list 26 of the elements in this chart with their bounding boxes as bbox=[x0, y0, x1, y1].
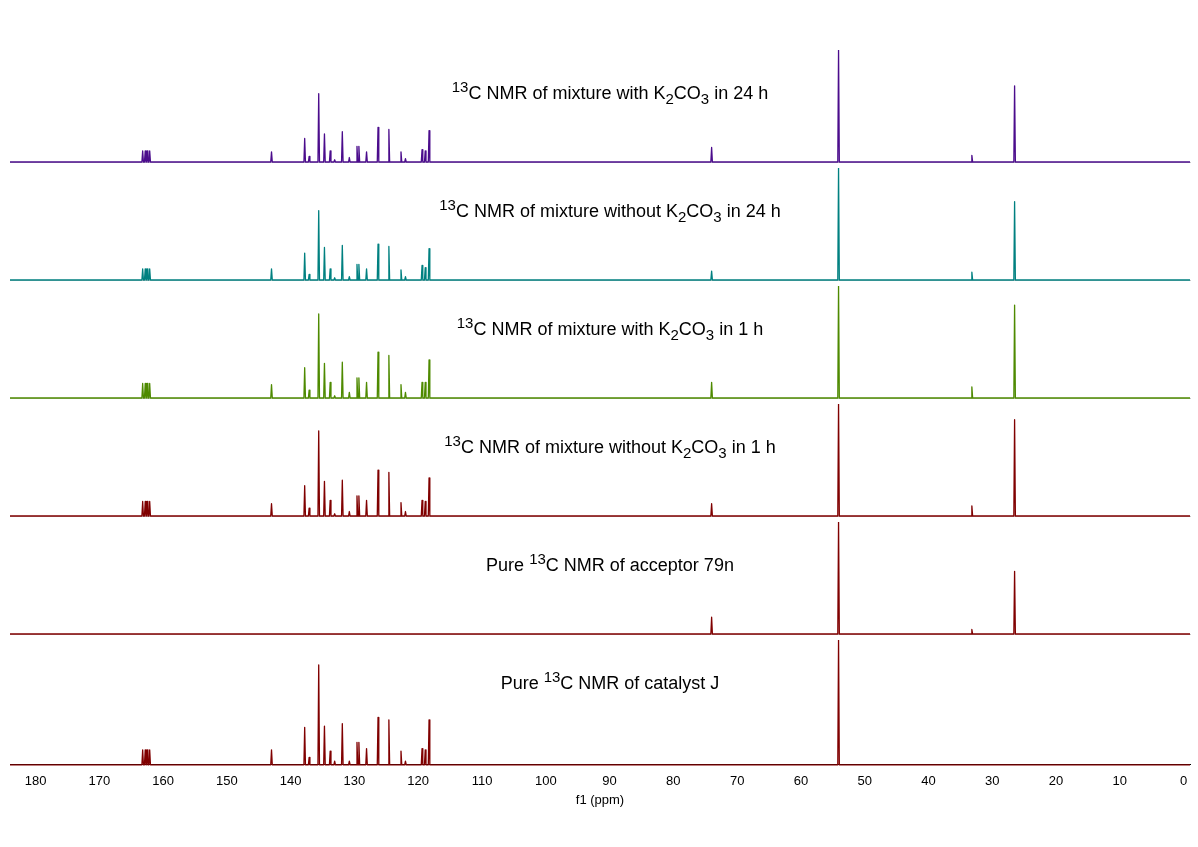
x-tick-label: 120 bbox=[407, 773, 430, 789]
x-tick-label: 10 bbox=[1112, 773, 1128, 789]
x-tick-label: 180 bbox=[24, 773, 47, 789]
x-tick-label: 70 bbox=[729, 773, 745, 789]
x-tick-label: 100 bbox=[534, 773, 557, 789]
x-tick-label: 30 bbox=[985, 773, 1000, 789]
x-tick-label: 110 bbox=[471, 773, 493, 789]
x-tick-label: 170 bbox=[88, 773, 111, 789]
x-tick-label: 140 bbox=[279, 773, 302, 789]
x-tick-label: 130 bbox=[343, 773, 366, 789]
x-axis-title: f1 (ppm) bbox=[575, 791, 625, 807]
x-tick-label: 20 bbox=[1048, 773, 1064, 789]
x-tick-label: 90 bbox=[602, 773, 617, 789]
x-tick-label: 50 bbox=[857, 773, 872, 789]
x-tick-label: 40 bbox=[921, 773, 936, 789]
text: $^{13}$C NMR of mixture without K$_{2}$CO$_{3}$ in 1 h bbox=[444, 432, 776, 461]
x-tick-label: 0 bbox=[1180, 773, 1188, 789]
text: $^{13}$C NMR of mixture with K$_{2}$CO$_{3}$ in 24 h bbox=[451, 78, 769, 107]
x-tick-label: 80 bbox=[666, 773, 681, 789]
x-tick-label: 150 bbox=[216, 773, 238, 789]
text: Pure $^{13}$C NMR of catalyst J bbox=[500, 668, 720, 694]
x-tick-label: 60 bbox=[793, 773, 809, 789]
text: $^{13}$C NMR of mixture with K$_{2}$CO$_{3}$ in 1 h bbox=[456, 314, 764, 343]
text: Pure $^{13}$C NMR of acceptor 79n bbox=[486, 550, 734, 576]
text: $^{13}$C NMR of mixture without K$_{2}$CO$_{3}$ in 24 h bbox=[439, 196, 781, 225]
x-tick-label: 160 bbox=[152, 773, 174, 789]
